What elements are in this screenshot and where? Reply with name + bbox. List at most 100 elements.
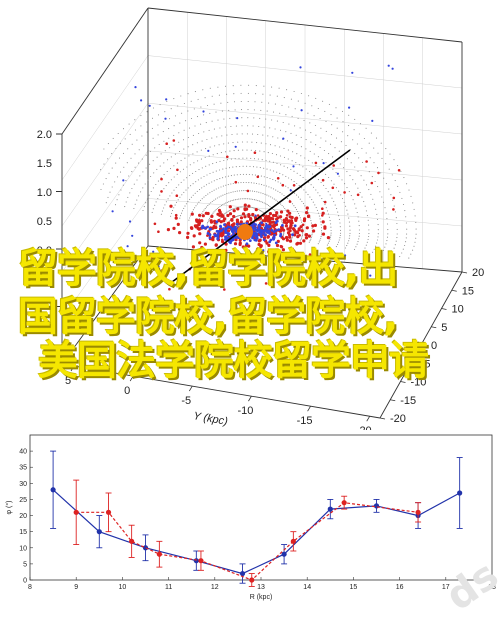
surface-dot bbox=[179, 122, 181, 124]
blue-point bbox=[131, 234, 134, 237]
surface-dot bbox=[194, 91, 196, 93]
surface-dot bbox=[255, 199, 257, 201]
surface-dot bbox=[233, 93, 235, 95]
surface-dot bbox=[203, 185, 205, 187]
y-tick-label: -15 bbox=[297, 415, 313, 427]
blue-point bbox=[126, 245, 129, 248]
blue-point bbox=[255, 234, 259, 238]
surface-dot bbox=[188, 219, 190, 221]
surface-dot bbox=[246, 133, 248, 135]
red-point bbox=[392, 196, 396, 200]
red-point bbox=[241, 245, 245, 249]
red-point bbox=[263, 219, 267, 223]
surface-dot bbox=[174, 153, 176, 155]
surface-dot bbox=[145, 167, 147, 169]
surface-dot bbox=[339, 163, 341, 165]
surface-dot bbox=[301, 200, 303, 202]
surface-dot bbox=[278, 215, 280, 217]
red-point bbox=[281, 248, 285, 252]
box-edge bbox=[147, 245, 463, 273]
surface-dot bbox=[215, 161, 217, 163]
surface-dot bbox=[159, 104, 161, 106]
surface-dot bbox=[321, 198, 323, 200]
red-point bbox=[219, 220, 223, 224]
surface-dot bbox=[241, 190, 243, 192]
surface-dot bbox=[276, 120, 278, 122]
surface-dot bbox=[394, 211, 396, 213]
surface-dot bbox=[387, 229, 389, 231]
surface-dot bbox=[317, 243, 319, 245]
box-edge bbox=[61, 7, 149, 135]
surface-dot bbox=[253, 199, 256, 201]
surface-dot bbox=[265, 159, 267, 161]
blue-point bbox=[258, 231, 261, 234]
blue-point bbox=[206, 225, 210, 229]
surface-dot bbox=[393, 205, 395, 207]
surface-dot bbox=[290, 98, 292, 100]
blue-point bbox=[119, 254, 122, 257]
grid-line bbox=[61, 150, 149, 273]
surface-dot bbox=[395, 240, 397, 242]
surface-dot bbox=[296, 153, 298, 155]
series-blue bbox=[50, 450, 463, 584]
surface-dot bbox=[178, 132, 180, 134]
surface-dot bbox=[291, 203, 294, 205]
red-point bbox=[282, 228, 286, 232]
surface-dot bbox=[251, 133, 254, 135]
x-tick-mark bbox=[451, 289, 457, 292]
x-tick-label: 15 bbox=[462, 285, 474, 297]
surface-dot bbox=[208, 219, 210, 221]
surface-dot bbox=[261, 159, 263, 161]
surface-dot bbox=[146, 121, 148, 123]
surface-dot bbox=[145, 154, 147, 156]
red-point bbox=[311, 224, 315, 228]
surface-dot bbox=[240, 109, 243, 111]
surface-dot bbox=[228, 109, 230, 111]
surface-dot bbox=[253, 109, 255, 111]
surface-dot bbox=[152, 107, 155, 109]
surface-dot bbox=[107, 158, 109, 160]
surface-dot bbox=[296, 144, 298, 146]
surface-dot bbox=[152, 160, 154, 162]
blue-point bbox=[259, 233, 263, 237]
surface-dot bbox=[258, 125, 260, 128]
red-point bbox=[200, 249, 204, 253]
surface-dot bbox=[269, 94, 271, 96]
surface-dot bbox=[376, 167, 379, 169]
red-point bbox=[290, 221, 294, 225]
surface-dot bbox=[123, 166, 125, 168]
surface-dot bbox=[173, 165, 175, 167]
red-point bbox=[169, 204, 173, 208]
surface-dot bbox=[300, 136, 302, 138]
surface-dot bbox=[290, 132, 292, 134]
surface-dot bbox=[305, 139, 307, 141]
surface-dot bbox=[266, 110, 268, 112]
surface-dot bbox=[230, 191, 232, 193]
red-point bbox=[186, 235, 190, 239]
surface-dot bbox=[192, 153, 194, 155]
surface-dot bbox=[315, 134, 317, 136]
surface-dot bbox=[331, 197, 333, 199]
red-point bbox=[166, 228, 170, 232]
surface-dot bbox=[205, 122, 207, 124]
surface-dot bbox=[320, 236, 322, 238]
surface-dot bbox=[347, 242, 349, 244]
blue-point bbox=[274, 221, 278, 225]
red-point bbox=[253, 151, 257, 154]
red-point bbox=[220, 266, 223, 270]
x-tick-label: 18 bbox=[488, 584, 496, 591]
red-point bbox=[201, 214, 205, 218]
surface-dot bbox=[373, 147, 375, 149]
surface-dot bbox=[122, 128, 125, 130]
red-point bbox=[286, 231, 291, 235]
surface-dot bbox=[200, 158, 202, 160]
red-point bbox=[200, 245, 204, 250]
surface-dot bbox=[155, 183, 157, 186]
blue-point bbox=[272, 237, 275, 241]
surface-dot bbox=[260, 201, 262, 203]
surface-dot bbox=[250, 157, 252, 159]
surface-dot bbox=[206, 174, 208, 176]
surface-dot bbox=[322, 100, 324, 102]
surface-dot bbox=[236, 133, 238, 135]
surface-dot bbox=[270, 187, 272, 189]
